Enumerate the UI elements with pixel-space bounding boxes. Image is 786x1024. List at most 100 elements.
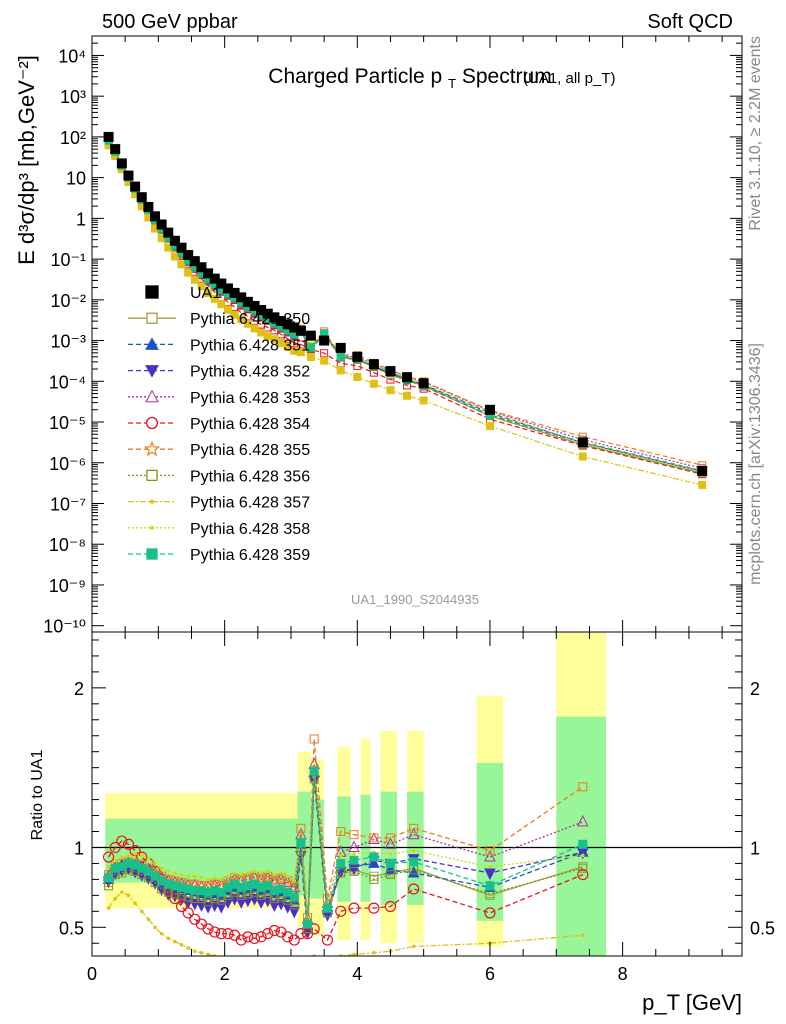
ratio-point [288,906,301,919]
ratio-point [577,869,589,881]
ratio-point [289,892,299,902]
ratio-point [581,933,585,938]
data-point [249,300,260,311]
mc-point [230,310,239,319]
side-label-upper: Rivet 3.1.10, ≥ 2.2M events [747,36,764,231]
data-point [169,235,180,246]
ratio-point [484,907,496,919]
data-point [156,219,167,230]
band-green [407,791,424,905]
mc-point [403,391,412,400]
ratio-point [202,923,214,935]
side-label-lower: mcplots.cern.ch [arXiv:1306.3436] [747,343,764,585]
ratio-point [182,907,194,919]
ratio-point [578,782,588,792]
ratio-point [272,872,277,877]
ratio-point [384,837,397,849]
legend-label: Pythia 6.428 358 [190,521,310,538]
ratio-point [279,959,283,963]
band-green [476,762,504,921]
ratio-point [146,856,151,861]
ratio-point [265,869,270,874]
ratio-point [349,830,359,840]
mc-point [197,282,206,291]
mc-point [386,386,395,395]
mc-point [257,328,266,337]
ratio-y-tick-label: 1 [74,838,84,858]
ratio-curve [108,840,584,942]
ratio-point [286,961,290,965]
legend: UA1 Pythia 6.428 350 Pythia 6.428 351 Pythi… [128,285,310,564]
ratio-point [106,906,111,910]
ratio-point [126,893,131,898]
ratio-y-tick-label: 2 [74,679,84,699]
y-tick-label: 10⁻¹ [50,250,86,270]
legend-marker [145,365,159,378]
ratio-curve [108,767,583,918]
legend-label: Pythia 6.428 354 [190,416,310,433]
legend-label: Pythia 6.428 353 [190,390,310,407]
legend-label: Pythia 6.428 350 [190,311,310,328]
data-point [229,287,240,298]
ratio-point [222,928,234,940]
ratio-point [109,841,121,854]
data-point [222,283,233,294]
ratio-point [253,961,257,965]
data-point [262,308,273,319]
ratio-point [385,833,395,843]
ratio-point [266,961,270,965]
mc-point [296,348,305,357]
ratio-point [106,864,111,869]
y-tick-label: 10⁻⁴ [49,372,86,392]
data-point [143,201,154,212]
x-tick-label: 4 [352,964,362,984]
ratio-point [259,871,263,875]
ratio-point [199,875,204,880]
ratio-point [173,939,177,944]
ratio-point [369,852,379,862]
data-point [103,131,114,142]
ratio-point [209,926,221,938]
ratio-point [349,855,359,865]
header-left: 500 GeV ppbar [102,11,238,33]
data-point [385,366,396,377]
band-green [360,794,371,902]
mc-curve [108,140,703,469]
ratio-point [255,931,267,943]
ratio-point [102,851,115,863]
ratio-data-layer [102,734,589,966]
ratio-point [283,887,293,897]
ratio-point [336,827,346,837]
ratio-point [113,896,118,901]
ratio-point [235,934,247,946]
legend-entry: UA1 [145,285,221,302]
ratio-point [199,951,204,955]
y-tick-label: 10⁻³ [50,332,86,352]
ratio-point [368,902,380,914]
ratio-point [262,928,274,940]
ratio-point [321,934,334,946]
legend-marker [146,548,158,560]
mc-point [320,349,329,358]
ratio-point [296,823,306,833]
ratio-point [179,943,184,947]
data-point [196,262,207,273]
y-tick-label: 10⁻⁵ [49,413,86,433]
data-point [577,437,588,448]
ratio-point [385,858,395,868]
ratio-point [336,868,346,878]
ratio-point [159,931,164,936]
ratio-point [292,962,296,966]
main-y-axis-label: E d³σ/dp³ [mb,GeV⁻²] [14,55,39,265]
ratio-y-tick-label-right: 2 [750,679,760,699]
ratio-point [126,853,131,858]
legend-entry: Pythia 6.428 358 [128,521,310,538]
data-point [216,278,227,289]
title-rest: Spectrum [456,65,552,88]
data-point [123,170,134,181]
ratio-point [239,959,243,963]
ratio-point [295,928,307,940]
ratio-point [336,858,346,868]
ratio-point [259,961,263,965]
ratio-point [113,858,118,863]
